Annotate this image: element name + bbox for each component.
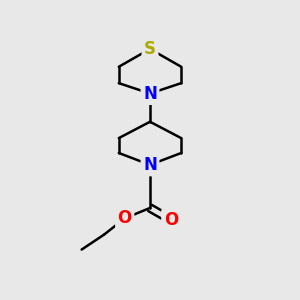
Text: N: N — [143, 85, 157, 103]
Text: N: N — [143, 156, 157, 174]
Text: O: O — [118, 209, 132, 227]
Text: O: O — [164, 211, 178, 229]
Text: S: S — [144, 40, 156, 58]
